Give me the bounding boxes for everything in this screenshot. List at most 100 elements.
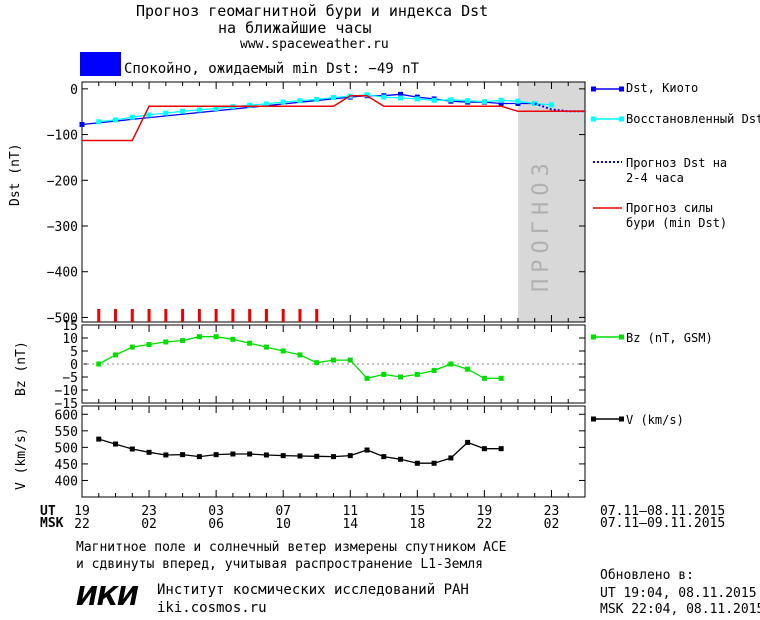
- x-tick-label-msk: 10: [275, 517, 291, 532]
- data-point: [431, 97, 437, 103]
- data-point: [247, 451, 253, 457]
- series-line-0-3: [82, 94, 585, 142]
- data-point: [481, 446, 487, 452]
- y-tick-label: 0: [70, 83, 78, 98]
- data-point: [414, 460, 420, 466]
- data-point: [498, 375, 504, 381]
- legend-marker: [619, 86, 624, 92]
- data-point: [113, 352, 119, 358]
- y-tick-label: 10: [62, 332, 78, 347]
- y-tick-label: −200: [47, 174, 78, 189]
- data-point: [163, 110, 169, 116]
- institute-url[interactable]: iki.cosmos.ru: [157, 600, 267, 616]
- data-point: [96, 436, 102, 442]
- panel-frame: [81, 405, 586, 498]
- y-tick-label: −10: [55, 384, 78, 399]
- data-point: [129, 114, 135, 120]
- legend-marker: [591, 86, 596, 92]
- status-text: Спокойно, ожидаемый min Dst: −49 nT: [124, 61, 420, 77]
- data-point: [213, 106, 219, 112]
- data-point: [331, 454, 336, 460]
- x-tick-label-ut: 19: [477, 504, 493, 519]
- data-point: [381, 94, 387, 100]
- data-point: [481, 99, 487, 105]
- data-point: [364, 92, 370, 98]
- x-axis-msk-range: 07.11–09.11.2015: [600, 516, 726, 531]
- legend-marker: [591, 416, 596, 422]
- chart-title: Прогноз геомагнитной бури и индекса Dst: [136, 2, 489, 20]
- x-tick-label-ut: 23: [544, 504, 560, 519]
- data-point: [448, 97, 454, 103]
- x-tick-label-ut: 19: [74, 504, 90, 519]
- forecast-label: ПРОГНОЗ: [529, 157, 554, 292]
- data-point: [230, 451, 236, 457]
- legend-label-dst-reconstructed: Восстановленный Dst: [626, 112, 760, 126]
- data-point: [113, 441, 119, 447]
- data-point: [364, 375, 370, 381]
- data-point: [414, 371, 420, 377]
- source-url[interactable]: www.spaceweather.ru: [240, 37, 389, 52]
- data-point: [213, 452, 219, 458]
- y-tick-label: 5: [70, 345, 78, 360]
- y-tick-label: 600: [55, 408, 78, 423]
- legend-label-storm-forecast: Прогноз силы бури (min Dst): [626, 201, 728, 230]
- x-tick-label-msk: 06: [208, 517, 224, 532]
- updated-ut: UT 19:04, 08.11.2015: [600, 586, 757, 601]
- data-point: [548, 102, 554, 108]
- data-point: [247, 102, 253, 108]
- legend-label-v: V (km/s): [626, 413, 684, 427]
- data-point: [364, 447, 370, 453]
- data-point: [465, 98, 471, 104]
- legend-label-dst-forecast: Прогноз Dst на 2-4 часа: [626, 156, 728, 185]
- x-tick-label-ut: 11: [342, 504, 358, 519]
- data-point: [331, 357, 336, 363]
- data-point: [398, 374, 404, 380]
- data-point: [314, 453, 320, 459]
- y-tick-label: 450: [55, 458, 78, 473]
- data-point: [163, 339, 169, 345]
- data-point: [247, 340, 253, 346]
- v-y-axis-title: V (km/s): [14, 427, 29, 490]
- data-point: [398, 91, 404, 97]
- panel-frame: [81, 81, 586, 323]
- x-tick-label-msk: 02: [141, 517, 157, 532]
- data-point: [196, 334, 202, 340]
- data-point: [230, 336, 236, 342]
- y-tick-label: −300: [47, 220, 78, 235]
- y-tick-label: −15: [55, 397, 78, 412]
- x-tick-label-ut: 07: [275, 504, 291, 519]
- data-point: [498, 97, 504, 103]
- y-tick-label: 400: [55, 474, 78, 489]
- legend-marker: [619, 116, 624, 122]
- x-tick-label-ut: 03: [208, 504, 224, 519]
- y-tick-label: −100: [47, 129, 78, 144]
- data-point: [163, 452, 169, 458]
- x-axis-msk-label: MSK: [40, 516, 64, 531]
- data-point: [263, 344, 269, 350]
- y-tick-label: 0: [70, 358, 78, 373]
- legend-marker: [591, 334, 596, 340]
- data-point: [498, 100, 504, 106]
- data-point: [381, 454, 387, 460]
- y-tick-label: 550: [55, 425, 78, 440]
- data-point: [213, 334, 219, 340]
- bz-y-axis-title: Bz (nT): [14, 341, 29, 396]
- data-point: [146, 449, 152, 455]
- data-point: [515, 98, 521, 104]
- x-tick-label-msk: 18: [410, 517, 426, 532]
- series-line-0-2: [534, 102, 585, 113]
- data-point: [96, 119, 102, 125]
- data-point: [498, 446, 504, 452]
- data-point: [113, 117, 119, 123]
- note-line-2: и сдвинуты вперед, учитывая распростране…: [76, 557, 483, 572]
- data-point: [448, 361, 454, 367]
- data-point: [314, 360, 320, 366]
- data-point: [196, 454, 202, 460]
- y-tick-label: −5: [62, 371, 78, 386]
- data-point: [465, 439, 471, 445]
- data-point: [263, 101, 269, 107]
- y-tick-label: −400: [47, 266, 78, 281]
- data-point: [180, 338, 186, 344]
- data-point: [314, 96, 320, 102]
- legend-marker: [619, 334, 624, 340]
